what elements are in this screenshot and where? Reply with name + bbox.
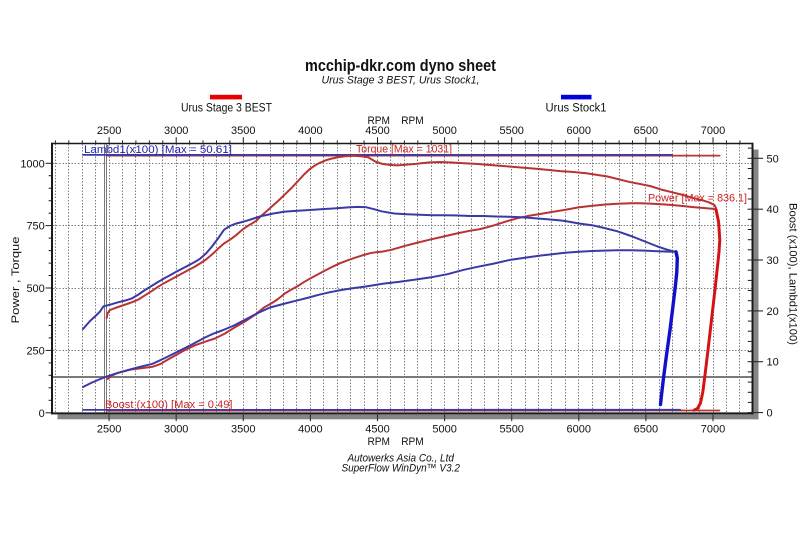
svg-text:Urus Stock1: Urus Stock1 [546, 103, 607, 115]
svg-text:Power , Torque: Power , Torque [10, 237, 22, 324]
svg-text:50: 50 [767, 153, 779, 165]
svg-text:Autowerks Asia Co., Ltd: Autowerks Asia Co., Ltd [347, 452, 455, 464]
svg-text:7000: 7000 [701, 424, 725, 436]
svg-text:40: 40 [767, 204, 779, 216]
svg-text:Urus Stage 3 BEST, Urus Stock1: Urus Stage 3 BEST, Urus Stock1, [322, 74, 480, 86]
svg-text:3000: 3000 [164, 125, 188, 137]
svg-text:4000: 4000 [298, 424, 322, 436]
svg-text:500: 500 [26, 283, 44, 295]
svg-text:Power [Max = 836.1]: Power [Max = 836.1] [648, 192, 747, 204]
svg-text:RPM: RPM [367, 436, 390, 448]
svg-text:4500: 4500 [365, 125, 389, 137]
svg-text:30: 30 [767, 255, 779, 267]
svg-text:4000: 4000 [298, 125, 322, 137]
svg-text:5000: 5000 [432, 125, 456, 137]
svg-text:5000: 5000 [432, 424, 456, 436]
svg-text:2500: 2500 [97, 125, 121, 137]
svg-text:RPM: RPM [401, 115, 424, 127]
svg-text:750: 750 [26, 221, 44, 233]
svg-text:10: 10 [767, 357, 779, 369]
svg-text:20: 20 [767, 306, 779, 318]
svg-text:RPM: RPM [401, 436, 424, 448]
svg-text:Boost (x100), Lambd1(x100): Boost (x100), Lambd1(x100) [787, 203, 799, 345]
svg-text:Torque [Max = 1031]: Torque [Max = 1031] [356, 144, 452, 156]
svg-text:3500: 3500 [231, 125, 255, 137]
svg-text:250: 250 [26, 345, 44, 357]
svg-text:4500: 4500 [365, 424, 389, 436]
svg-text:1000: 1000 [20, 158, 44, 170]
svg-text:Boost (x100) [Max = 0.49]: Boost (x100) [Max = 0.49] [105, 399, 233, 411]
svg-text:2500: 2500 [97, 424, 121, 436]
svg-text:3000: 3000 [164, 424, 188, 436]
svg-text:Lambd1(x100) [Max = 50.61]: Lambd1(x100) [Max = 50.61] [84, 144, 232, 156]
svg-text:SuperFlow WinDyn™ V3.2: SuperFlow WinDyn™ V3.2 [341, 463, 460, 475]
svg-text:Urus Stage 3 BEST: Urus Stage 3 BEST [181, 103, 272, 115]
svg-text:0: 0 [39, 408, 45, 420]
svg-text:3500: 3500 [231, 424, 255, 436]
svg-text:5500: 5500 [499, 125, 523, 137]
svg-text:6500: 6500 [634, 125, 658, 137]
svg-text:RPM: RPM [367, 115, 390, 127]
svg-text:6000: 6000 [567, 424, 591, 436]
svg-text:7000: 7000 [701, 125, 725, 137]
svg-text:6500: 6500 [634, 424, 658, 436]
svg-text:mcchip-dkr.com dyno sheet: mcchip-dkr.com dyno sheet [305, 57, 496, 75]
svg-text:0: 0 [767, 408, 773, 420]
svg-text:6000: 6000 [567, 125, 591, 137]
svg-text:5500: 5500 [499, 424, 523, 436]
